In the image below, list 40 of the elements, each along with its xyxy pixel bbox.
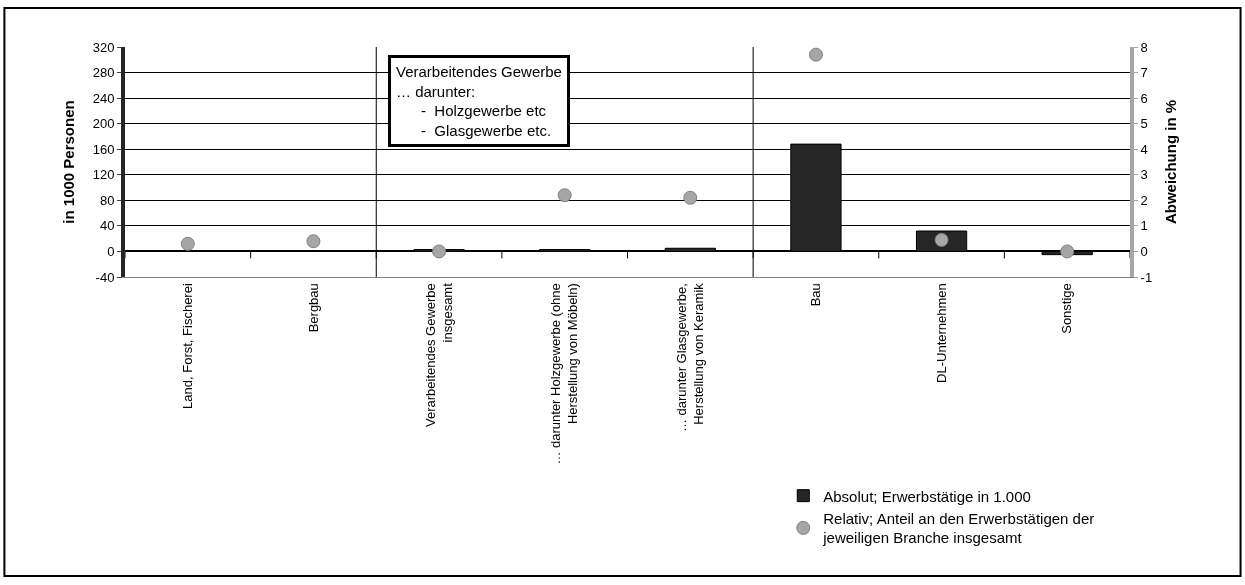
y2-tick-label: 3 (1140, 167, 1148, 183)
y2-tick-label: 1 (1140, 218, 1148, 234)
point (180, 236, 195, 251)
y2-tick-label: 4 (1140, 141, 1148, 157)
y-tick-label: 40 (99, 218, 115, 234)
y-axis-title: in 1000 Personen (60, 100, 78, 224)
y-tick-label: 240 (92, 90, 115, 106)
y2-axis-title: Abweichung in % (1161, 99, 1179, 225)
point (1060, 244, 1075, 259)
x-tick-label: … darunter Glasgewerbe, Herstellung von Keramik (674, 282, 706, 433)
point (557, 188, 572, 203)
y-tick-label: 280 (92, 65, 115, 81)
x-tick-label: Sonstige (1059, 283, 1075, 334)
y-tick-label: 200 (92, 116, 115, 132)
x-tick-label: … darunter Holzgewerbe (ohne Herstellung von Möbeln) (548, 283, 581, 465)
x-tick-label: Bergbau (305, 283, 321, 333)
y2-tick-label: 7 (1140, 65, 1148, 81)
y2-tick-label: 0 (1140, 243, 1148, 259)
y-tick-label: -40 (95, 269, 115, 285)
legend-label: Relativ; Anteil an den Erwerbstätigen der jeweiligen Branche insgesamt (822, 510, 1095, 547)
annotation: Verarbeitendes Gewerbe … darunter: - Holzgewerbe etc - Glasgewerbe etc. (396, 63, 562, 139)
x-tick-label: DL-Unternehmen (933, 283, 949, 383)
x-tick-label: Verarbeitendes Gewerbe insgesamt (422, 282, 455, 428)
y-tick-label: 0 (107, 243, 115, 259)
point (808, 47, 823, 62)
y2-tick-label: 5 (1140, 116, 1148, 132)
x-tick-label: Land, Forst, Fischerei (180, 283, 196, 409)
y2-tick-label: 6 (1140, 90, 1148, 106)
y-tick-label: 320 (92, 39, 115, 55)
point (306, 234, 321, 249)
point (432, 244, 447, 259)
y-tick-label: 160 (92, 141, 115, 157)
y2-tick-label: -1 (1140, 269, 1153, 285)
point (683, 190, 698, 205)
y-tick-label: 120 (92, 167, 115, 183)
legend-label: Absolut; Erwerbstätige in 1.000 (823, 487, 1031, 505)
y2-tick-label: 2 (1140, 192, 1148, 208)
y-tick-label: 80 (99, 192, 115, 208)
y2-tick-label: 8 (1140, 39, 1148, 55)
x-tick-label: Bau (808, 283, 824, 307)
